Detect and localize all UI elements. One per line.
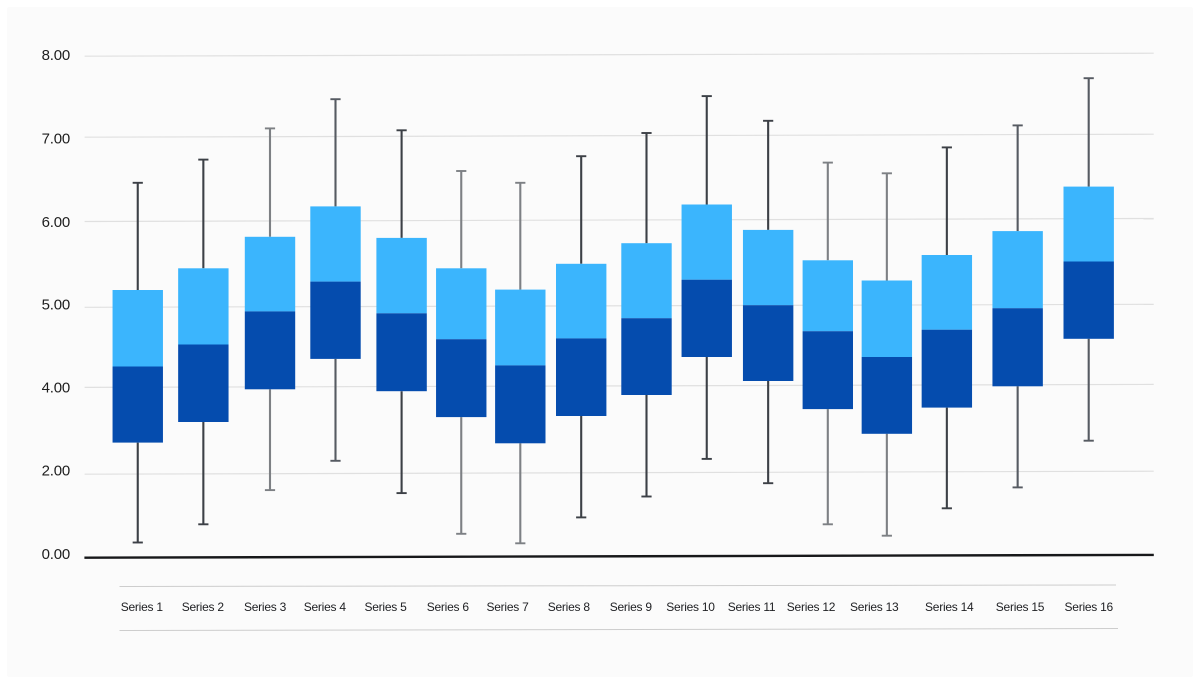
svg-text:Series 6: Series 6 xyxy=(427,600,470,614)
svg-text:Series 3: Series 3 xyxy=(244,600,287,614)
svg-text:Series 16: Series 16 xyxy=(1065,600,1114,614)
svg-text:7.00: 7.00 xyxy=(42,131,70,148)
svg-text:Series 7: Series 7 xyxy=(486,600,529,614)
svg-text:Series 12: Series 12 xyxy=(787,600,836,614)
svg-text:8.00: 8.00 xyxy=(42,47,70,64)
svg-text:2.00: 2.00 xyxy=(42,462,70,479)
svg-text:Series 11: Series 11 xyxy=(728,600,776,614)
svg-text:Series 15: Series 15 xyxy=(996,600,1045,614)
svg-text:6.00: 6.00 xyxy=(42,214,70,231)
svg-text:Series 8: Series 8 xyxy=(548,600,591,614)
svg-text:Series 2: Series 2 xyxy=(182,600,225,614)
svg-text:Series 1: Series 1 xyxy=(121,600,164,614)
svg-text:0.00: 0.00 xyxy=(42,546,70,563)
svg-text:Series 5: Series 5 xyxy=(364,600,407,614)
svg-text:Series 4: Series 4 xyxy=(304,600,347,614)
svg-text:Series 14: Series 14 xyxy=(925,600,974,614)
svg-text:Series 13: Series 13 xyxy=(850,600,899,614)
svg-text:Series 9: Series 9 xyxy=(610,600,653,614)
svg-text:Series 10: Series 10 xyxy=(666,600,715,614)
svg-text:4.00: 4.00 xyxy=(42,380,70,397)
svg-text:5.00: 5.00 xyxy=(42,296,70,313)
